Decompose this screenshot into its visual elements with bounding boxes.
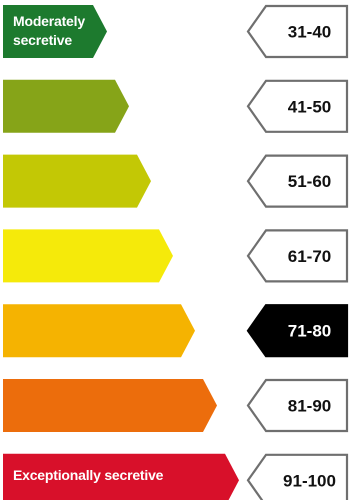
range-label-81-90: 81-90 [288, 397, 331, 416]
range-label-91-100: 91-100 [283, 471, 336, 490]
range-tag [246, 79, 349, 133]
rating-band-41-50 [3, 79, 129, 133]
range-label-71-80: 71-80 [288, 322, 331, 341]
range-tag [246, 154, 349, 208]
range-tag [246, 453, 349, 500]
rating-band-71-80 [3, 304, 195, 358]
rating-band-91-100 [3, 453, 239, 500]
rating-band-51-60 [3, 154, 151, 208]
range-tag [246, 378, 349, 433]
selected-range-tag [246, 304, 349, 358]
range-label-51-60: 51-60 [288, 172, 331, 191]
bottom-band-label: Exceptionally secretive [13, 467, 164, 483]
top-band-label: Moderately secretive [13, 13, 85, 48]
rating-band-61-70 [3, 229, 173, 283]
rating-band-31-40 [3, 5, 107, 58]
range-label-31-40: 31-40 [288, 23, 331, 42]
range-tag [246, 229, 349, 283]
rating-band-81-90 [3, 379, 217, 432]
range-label-41-50: 41-50 [288, 97, 331, 116]
range-tag [246, 4, 349, 59]
range-label-61-70: 61-70 [288, 247, 331, 266]
